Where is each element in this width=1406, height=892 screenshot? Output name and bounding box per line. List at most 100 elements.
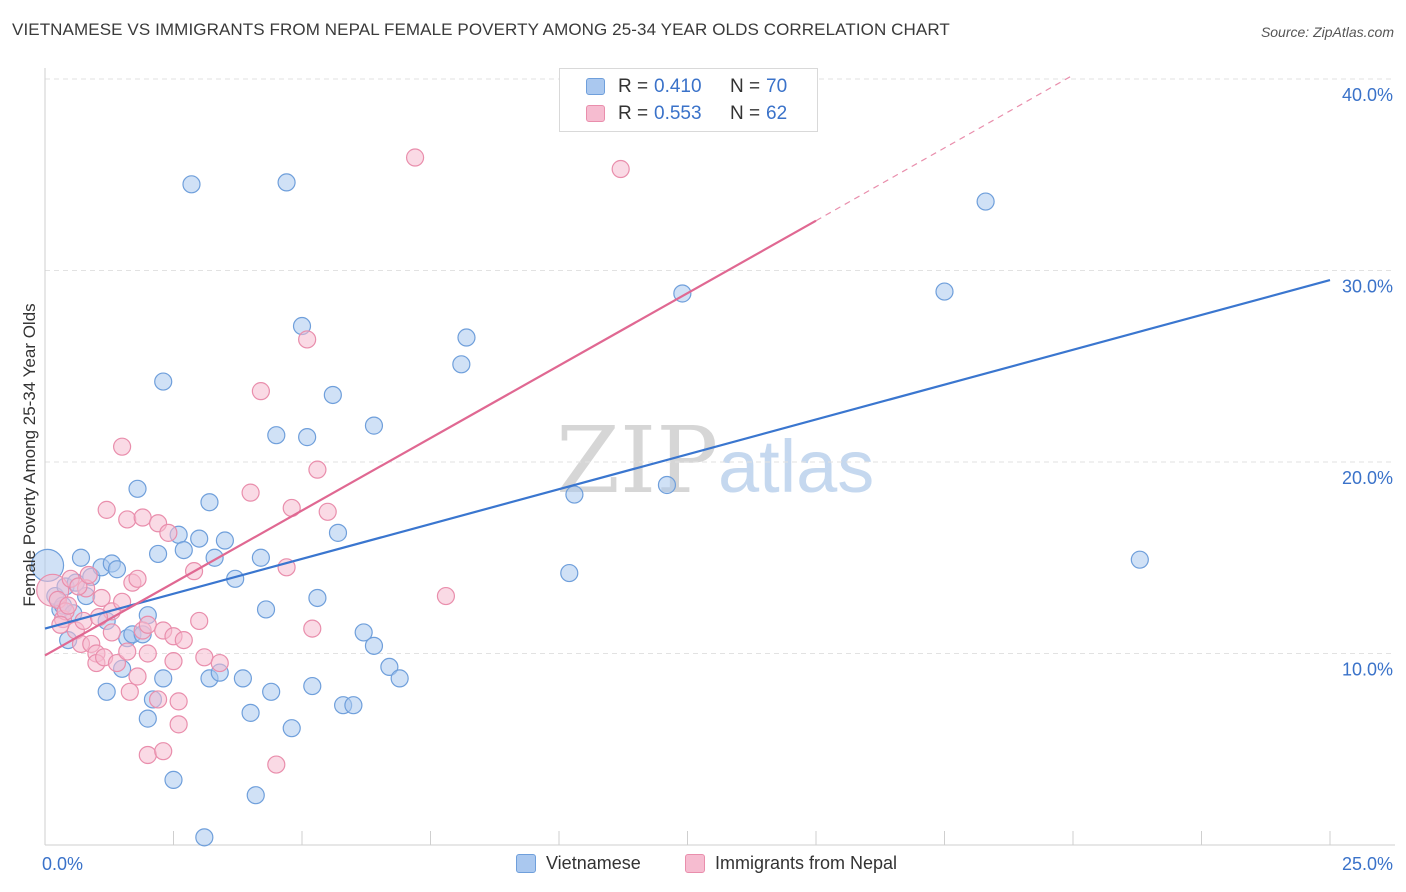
point-vietnamese [308,588,327,608]
point-vietnamese [251,548,270,567]
point-nepal [138,644,157,663]
point-vietnamese [154,372,173,391]
point-nepal [267,755,286,774]
point-vietnamese [364,636,384,655]
watermark: ZIP atlas [556,407,874,514]
trend-lines [44,74,1331,657]
point-nepal [611,159,630,179]
series-legend: Vietnamese Immigrants from Nepal [0,852,1406,878]
y-tick-label: 20.0% [1342,468,1393,488]
point-nepal [195,648,214,667]
point-nepal [190,611,209,631]
point-vietnamese [71,548,91,567]
point-nepal [303,619,322,638]
point-vietnamese [298,428,317,447]
point-vietnamese [657,475,677,495]
y-axis-label: Female Poverty Among 25-34 Year Olds [20,303,39,606]
grid-lines [45,78,1395,654]
point-nepal [69,577,88,596]
y-tick-label: 40.0% [1342,85,1393,105]
axes [44,68,1395,846]
point-vietnamese [138,709,157,728]
point-nepal [318,502,337,521]
point-vietnamese [215,531,234,550]
legend-swatch-nepal [586,105,605,122]
point-nepal [174,630,193,650]
chart-title: VIETNAMESE VS IMMIGRANTS FROM NEPAL FEMA… [12,20,950,39]
point-nepal [118,510,137,529]
point-vietnamese [233,669,252,688]
point-vietnamese [154,669,173,688]
n-label: N = [730,103,761,124]
legend-label-vietnamese: Vietnamese [546,853,641,873]
point-nepal [89,608,109,627]
legend-label-nepal: Immigrants from Nepal [715,853,898,873]
point-vietnamese [303,676,322,696]
r-label: R = [618,103,649,124]
point-nepal [298,330,317,349]
point-vietnamese [97,682,116,701]
point-vietnamese [241,703,260,722]
point-vietnamese [380,657,399,677]
watermark-atlas: atlas [718,425,874,508]
point-nepal [74,611,93,631]
point-nepal [79,565,98,585]
point-vietnamese [560,563,579,583]
x-tick-label: 25.0% [1342,854,1393,874]
n-value: 70 [766,76,788,97]
point-vietnamese [323,385,342,405]
r-value: 0.410 [654,76,702,97]
trend-extension-nepal [815,74,1074,222]
point-vietnamese [107,560,127,579]
point-vietnamese [565,485,584,504]
point-nepal [118,642,137,661]
point-vietnamese [1130,550,1149,569]
point-nepal [308,460,327,479]
point-vietnamese [148,544,168,564]
point-vietnamese [452,355,471,374]
legend-swatch-vietnamese [516,854,536,873]
point-nepal [154,742,173,761]
point-nepal [405,148,425,167]
point-vietnamese [976,192,995,211]
stats-legend: R = 0.410 N = 70 R = 0.553 N = 62 [559,68,818,132]
point-vietnamese [200,493,219,512]
point-nepal [59,596,78,615]
point-vietnamese [457,328,476,347]
point-vietnamese [267,426,286,445]
point-nepal [241,483,260,502]
point-vietnamese [282,719,301,738]
point-vietnamese [256,600,276,619]
y-tick-label: 10.0% [1342,660,1393,680]
point-nepal [128,569,147,588]
point-nepal [112,437,132,456]
trend-line-vietnamese [44,279,1331,630]
point-vietnamese [128,479,147,498]
point-nepal [97,500,116,519]
vietnamese-points [30,173,1149,847]
legend-swatch-nepal [685,854,705,873]
point-vietnamese [277,173,296,192]
point-vietnamese [344,696,363,715]
point-vietnamese [262,682,281,701]
n-label: N = [730,76,761,97]
point-vietnamese [364,416,384,435]
point-vietnamese [935,282,954,301]
point-vietnamese [174,540,193,560]
point-nepal [159,523,178,542]
point-nepal [148,690,168,709]
y-tick-label: 30.0% [1342,277,1393,297]
point-nepal [102,623,121,642]
point-nepal [436,586,456,606]
point-nepal [210,653,229,673]
point-nepal [133,508,152,527]
x-tick-label: 0.0% [42,854,83,874]
r-value: 0.553 [654,103,702,124]
point-vietnamese [328,523,348,542]
tick-labels: 10.0% 20.0% 30.0% 40.0% 0.0% 25.0% [42,85,1393,874]
source-label: Source: ZipAtlas.com [1260,24,1394,40]
point-vietnamese [190,529,209,548]
point-nepal [138,745,157,765]
point-nepal [120,682,139,701]
nepal-points [36,148,630,774]
